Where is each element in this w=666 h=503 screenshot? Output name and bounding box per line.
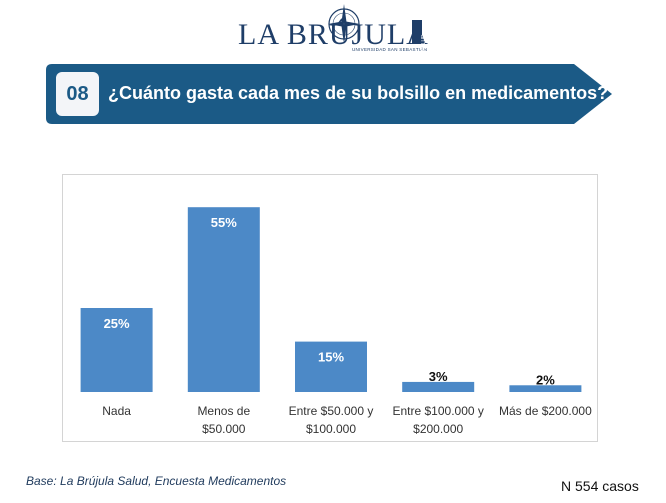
- data-label-2: 15%: [318, 350, 344, 365]
- compass-icon: [328, 4, 360, 44]
- question-number: 08: [56, 72, 99, 116]
- data-label-1: 55%: [211, 215, 237, 230]
- banner-shape: [46, 64, 612, 124]
- data-label-3: 3%: [429, 369, 448, 384]
- category-label-0: Nada: [102, 404, 131, 418]
- category-label-1: Menos de $50.000: [197, 404, 250, 436]
- logo-subtitle: UNIVERSIDAD SAN SEBASTIÁN: [352, 47, 428, 52]
- bar-1: [187, 207, 260, 392]
- category-label-3: Entre $100.000 y $200.000: [392, 404, 483, 436]
- chart-area: 25% Nada 55% Menos de $50.000 15% Entre $50.00…: [62, 174, 598, 442]
- bar-chart: 25% Nada 55% Menos de $50.000 15% Entre $50.00…: [80, 207, 592, 436]
- question-banner: [0, 62, 666, 128]
- source-note: Base: La Brújula Salud, Encuesta Medicam…: [26, 474, 287, 488]
- bar-4: [509, 385, 582, 392]
- logo-side-label: SALUD: [421, 34, 427, 51]
- category-label-2: Entre $50.000 y $100.000: [289, 404, 374, 436]
- question-text: ¿Cuánto gasta cada mes de su bolsillo en…: [108, 83, 609, 103]
- logo-side-tab: SALUD: [412, 20, 427, 51]
- data-label-4: 2%: [536, 372, 555, 387]
- bar-2: [295, 341, 367, 392]
- bar-0: [80, 308, 153, 392]
- bar-3: [402, 381, 475, 392]
- category-label-4: Más de $200.000: [499, 404, 592, 418]
- sample-size: N 554 casos: [561, 478, 639, 494]
- brand-logo: LA BRÚJULA UNIVERSIDAD SAN SEBASTIÁN SAL…: [232, 2, 432, 58]
- data-label-0: 25%: [104, 316, 130, 331]
- logo-wordmark: LA BRÚJULA: [238, 18, 429, 51]
